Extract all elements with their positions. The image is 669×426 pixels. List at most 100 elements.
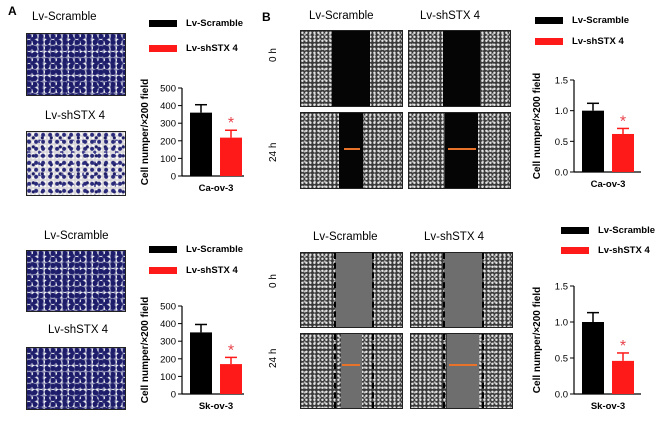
wound-edge-line <box>334 334 336 408</box>
label-scramble-b-bottom: Lv-Scramble <box>313 231 378 243</box>
x-axis-label: Ca-ov-3 <box>199 183 234 194</box>
significance-marker: * <box>228 342 234 359</box>
y-tick-label: 500 <box>160 302 176 313</box>
bar-chart-svg-b-bottom: Cell numper/×200 field 0.0 0.5 1.0 1.5 * Sk-ov… <box>532 282 641 412</box>
wound-image-scramble-0h-ca <box>300 30 403 107</box>
bar-scramble <box>582 110 604 172</box>
gap-width-marker <box>449 364 477 366</box>
scratch-gap <box>332 31 370 106</box>
y-tick-label: 0.5 <box>555 137 568 148</box>
y-tick-label: 0.0 <box>555 390 568 401</box>
wound-edge-line <box>482 253 484 327</box>
legend-item-scramble-b-top: Lv-Scramble <box>535 15 629 26</box>
scratch-gap <box>341 334 362 408</box>
y-axis-label: Cell numper/×200 field <box>140 79 151 185</box>
label-scramble-a-bottom: Lv-Scramble <box>44 230 109 242</box>
label-shstx4-a-bottom: Lv-shSTX 4 <box>48 324 109 336</box>
legend-swatch-black <box>149 246 177 253</box>
wound-image-scramble-0h-sk <box>300 252 403 328</box>
transwell-image-scramble-sk <box>26 250 126 312</box>
bar-chart-svg-a-bottom: Cell numper/×200 field 0 100 200 300 400 500 * S… <box>140 297 244 412</box>
bar-scramble <box>582 322 604 394</box>
label-shstx4-b-top: Lv-shSTX 4 <box>420 10 481 22</box>
legend-label: Lv-Scramble <box>572 15 630 26</box>
y-tick-label: 200 <box>160 136 176 147</box>
legend-swatch-red <box>535 38 563 45</box>
significance-marker: * <box>620 338 626 355</box>
y-tick-label: 1.0 <box>555 318 568 329</box>
legend-item-shstx4-a-bottom: Lv-shSTX 4 <box>149 265 238 276</box>
panel-letter-a: A <box>8 4 17 18</box>
legend-label: Lv-shSTX 4 <box>572 36 624 47</box>
wound-edge-line <box>334 253 336 327</box>
bar-chart-a-top: Cell numper/×200 field 0 100 200 300 400 500 * C… <box>138 72 258 202</box>
wound-edge-line <box>443 334 445 408</box>
x-axis-label: Sk-ov-3 <box>591 401 625 412</box>
scratch-gap <box>335 253 372 327</box>
x-axis-label: Ca-ov-3 <box>591 179 626 190</box>
bar-scramble <box>190 332 212 394</box>
scratch-gap <box>443 31 480 106</box>
significance-marker: * <box>228 115 234 132</box>
legend-item-scramble-a-top: Lv-Scramble <box>149 18 243 29</box>
bar-chart-a-bottom: Cell numper/×200 field 0 100 200 300 400 500 * S… <box>138 290 258 420</box>
transwell-image-shstx4-ca <box>26 131 126 196</box>
y-tick-label: 500 <box>160 84 176 95</box>
legend-swatch-black <box>535 17 563 24</box>
legend-swatch-black <box>149 20 177 27</box>
label-scramble-b-top: Lv-Scramble <box>309 10 374 22</box>
transwell-image-scramble-ca <box>26 33 126 96</box>
y-tick-label: 1.0 <box>555 106 568 117</box>
y-tick-label: 0.5 <box>555 354 568 365</box>
y-axis-label: Cell numper/×200 field <box>140 297 151 403</box>
bar-shstx4 <box>612 133 634 172</box>
bar-shstx4 <box>220 137 242 176</box>
wound-edge-line <box>482 334 484 408</box>
wound-image-scramble-24h-ca <box>300 112 403 189</box>
wound-image-shstx4-0h-ca <box>408 30 511 107</box>
wound-image-shstx4-24h-sk <box>410 333 513 409</box>
transwell-image-shstx4-sk <box>26 347 126 410</box>
y-tick-label: 100 <box>160 154 176 165</box>
legend-label: Lv-Scramble <box>598 225 656 236</box>
timepoint-label-24h-b-bottom: 24 h <box>268 348 279 368</box>
y-tick-label: 0 <box>171 172 176 183</box>
legend-item-scramble-a-bottom: Lv-Scramble <box>149 244 243 255</box>
y-tick-label: 300 <box>160 119 176 130</box>
legend-label: Lv-shSTX 4 <box>598 245 650 256</box>
y-axis-label: Cell numper/×200 field <box>532 287 543 393</box>
x-axis-label: Sk-ov-3 <box>199 401 233 412</box>
y-tick-label: 200 <box>160 354 176 365</box>
legend-label: Lv-Scramble <box>186 18 244 29</box>
timepoint-label-0h-b-bottom: 0 h <box>268 274 279 288</box>
legend-item-shstx4-b-top: Lv-shSTX 4 <box>535 36 624 47</box>
legend-label: Lv-shSTX 4 <box>186 43 238 54</box>
y-tick-label: 0 <box>171 390 176 401</box>
y-tick-label: 1.5 <box>555 76 568 87</box>
panel-letter-b: B <box>262 10 271 24</box>
y-tick-label: 0.0 <box>555 168 568 179</box>
scratch-gap <box>444 253 482 327</box>
y-tick-label: 400 <box>160 319 176 330</box>
bar-chart-b-top: Cell numper/×200 field 0.0 0.5 1.0 1.5 * Ca-ov… <box>530 64 655 198</box>
y-tick-label: 400 <box>160 101 176 112</box>
scratch-gap <box>447 334 479 408</box>
gap-width-marker <box>448 148 476 150</box>
gap-width-marker <box>342 364 360 366</box>
wound-image-shstx4-0h-sk <box>410 252 513 328</box>
bar-scramble <box>190 112 212 176</box>
legend-item-shstx4-b-bottom: Lv-shSTX 4 <box>561 245 650 256</box>
y-axis-label: Cell numper/×200 field <box>532 73 543 179</box>
label-shstx4-b-bottom: Lv-shSTX 4 <box>424 231 485 243</box>
legend-label: Lv-shSTX 4 <box>186 265 238 276</box>
legend-swatch-red <box>561 247 589 254</box>
legend-swatch-red <box>149 45 177 52</box>
bar-chart-svg-b-top: Cell numper/×200 field 0.0 0.5 1.0 1.5 * Ca-ov… <box>532 73 641 190</box>
label-scramble-a-top: Lv-Scramble <box>32 11 97 23</box>
wound-edge-line <box>372 334 374 408</box>
label-shstx4-a-top: Lv-shSTX 4 <box>45 110 106 122</box>
wound-image-scramble-24h-sk <box>300 333 403 409</box>
gap-width-marker <box>344 148 360 150</box>
bar-chart-svg-a-top: Cell numper/×200 field 0 100 200 300 400 500 * C… <box>140 79 244 194</box>
legend-label: Lv-Scramble <box>186 244 244 255</box>
